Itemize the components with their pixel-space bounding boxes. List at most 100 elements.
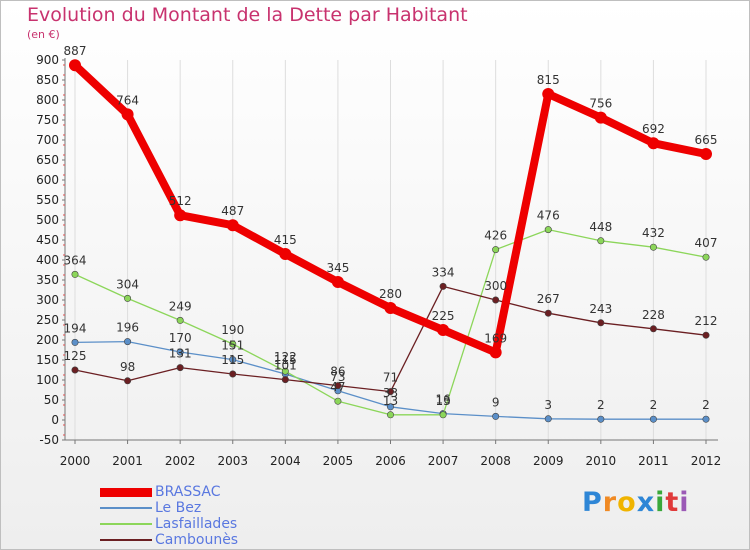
data-point (331, 276, 344, 288)
data-labels: 8877645124874153452802251698157566926651… (64, 44, 718, 412)
data-label: 122 (274, 350, 297, 364)
data-label: 243 (589, 302, 612, 316)
data-label: 9 (492, 395, 500, 409)
chart-title: Evolution du Montant de la Dette par Hab… (27, 4, 468, 26)
x-tick-label: 2001 (112, 454, 143, 468)
data-label: 432 (642, 226, 665, 240)
data-point (544, 226, 552, 234)
y-tick-label: -50 (39, 433, 59, 447)
data-point (176, 364, 184, 372)
data-label: 33 (383, 386, 398, 400)
data-point (649, 243, 657, 251)
y-tick-label: 350 (36, 273, 59, 287)
y-tick-label: 300 (36, 293, 59, 307)
proxiti-logo: Proxiti (582, 487, 690, 518)
data-point (544, 415, 552, 423)
data-point (281, 367, 289, 375)
x-tick-label: 2012 (691, 454, 722, 468)
y-tick-label: 500 (36, 213, 59, 227)
x-tick-label: 2008 (480, 454, 511, 468)
data-label: 2 (650, 398, 658, 412)
data-point (492, 412, 500, 420)
data-point (439, 282, 447, 290)
y-tick-label: 100 (36, 373, 59, 387)
data-point (279, 248, 292, 260)
data-label: 665 (695, 133, 718, 147)
logo-letter: o (617, 487, 637, 518)
data-point (229, 370, 237, 378)
y-tick-label: 0 (51, 413, 59, 427)
y-tick-label: 700 (36, 133, 59, 147)
series-layer (69, 59, 712, 423)
data-label: 364 (64, 253, 87, 267)
x-tick-label: 2005 (323, 454, 354, 468)
x-tick-label: 2009 (533, 454, 564, 468)
data-point (702, 331, 710, 339)
data-point (702, 415, 710, 423)
data-label: 887 (64, 44, 87, 58)
legend-swatch (100, 507, 152, 509)
legend-label: Lasfaillades (155, 516, 238, 532)
data-label: 169 (484, 331, 507, 345)
logo-letter: r (602, 487, 618, 518)
data-point (71, 270, 79, 278)
data-point (649, 325, 657, 333)
data-label: 2 (597, 398, 605, 412)
y-tick-label: 400 (36, 253, 59, 267)
data-point (597, 319, 605, 327)
y-tick-label: 850 (36, 73, 59, 87)
data-point (492, 246, 500, 254)
data-label: 2 (702, 398, 710, 412)
data-point (489, 346, 502, 359)
y-tick-label: 650 (36, 153, 59, 167)
data-label: 225 (432, 309, 455, 323)
data-label: 300 (484, 279, 507, 293)
logo-letter: P (582, 487, 603, 518)
legend-swatch (100, 539, 152, 541)
data-label: 407 (695, 236, 718, 250)
logo-letter: t (665, 487, 680, 518)
x-tick-label: 2011 (638, 454, 669, 468)
data-label: 249 (169, 299, 192, 313)
data-label: 756 (589, 97, 612, 111)
data-label: 115 (274, 353, 297, 367)
data-label: 101 (274, 359, 297, 373)
data-point (69, 59, 81, 72)
data-label: 115 (221, 353, 244, 367)
data-label: 280 (379, 287, 402, 301)
data-label: 16 (435, 393, 450, 407)
data-point (597, 237, 605, 245)
data-point (492, 296, 500, 304)
y-tick-label: 750 (36, 113, 59, 127)
data-point (229, 356, 237, 364)
data-point (176, 348, 184, 356)
data-label: 426 (484, 229, 507, 243)
data-label: 196 (116, 321, 139, 335)
y-tick-label: 800 (36, 93, 59, 107)
data-label: 190 (221, 323, 244, 337)
x-tick-label: 2007 (428, 454, 459, 468)
legend-label: Le Bez (155, 500, 202, 516)
data-label: 487 (221, 204, 244, 218)
data-label: 448 (589, 220, 612, 234)
data-point (597, 415, 605, 423)
data-label: 415 (274, 233, 297, 247)
data-label: 73 (330, 370, 345, 384)
data-point (384, 302, 397, 314)
data-label: 476 (537, 209, 560, 223)
x-tick-label: 2010 (586, 454, 617, 468)
data-label: 345 (326, 261, 349, 275)
logo-letter: i (655, 487, 666, 518)
data-label: 228 (642, 308, 665, 322)
data-point (71, 366, 79, 374)
legend-label: BRASSAC (155, 484, 221, 500)
data-point (334, 382, 342, 390)
y-tick-label: 900 (36, 53, 59, 67)
x-tick-label: 2002 (165, 454, 196, 468)
legend-swatch (100, 523, 152, 525)
data-point (386, 388, 394, 396)
data-point (124, 377, 132, 385)
data-label: 125 (64, 349, 87, 363)
